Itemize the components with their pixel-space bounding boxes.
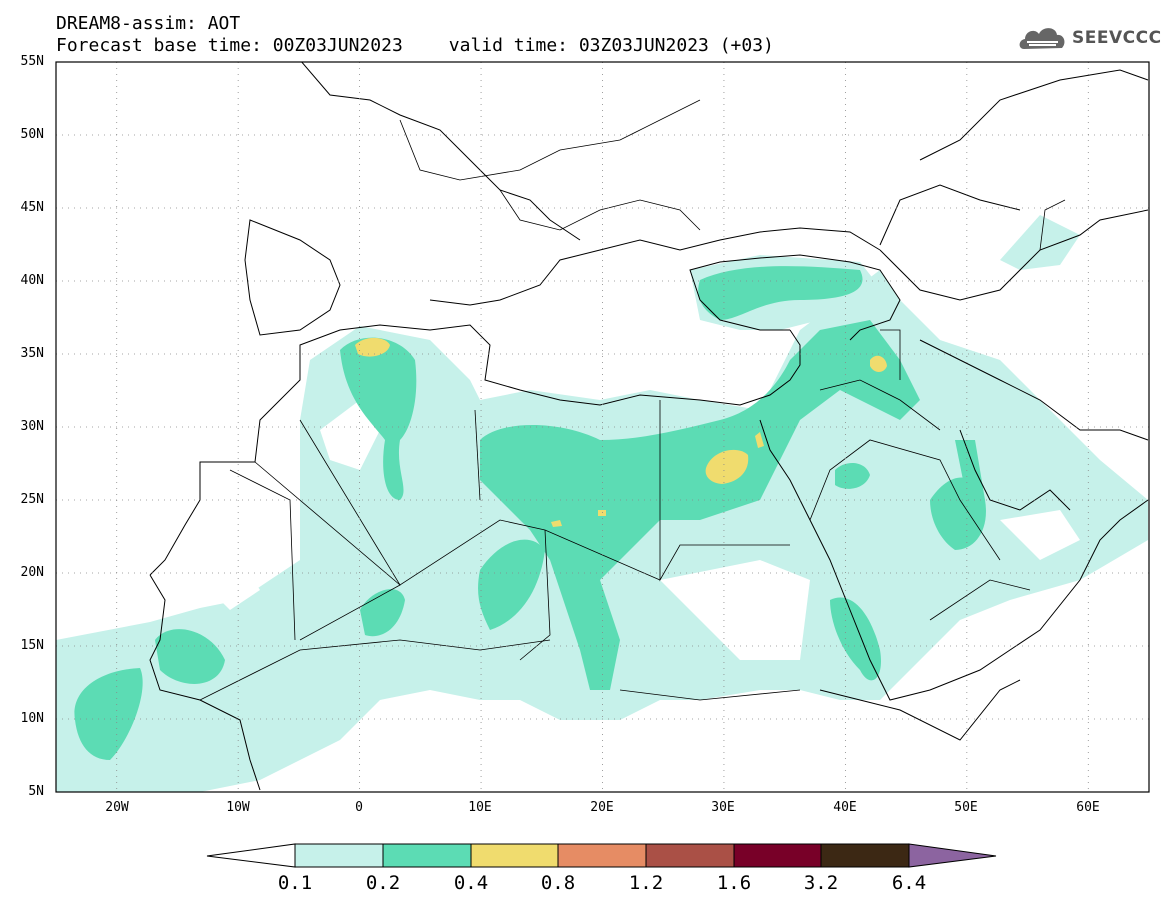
colorbar-high-arrow xyxy=(908,843,997,868)
lon-label: 10W xyxy=(226,800,250,815)
colorbar-swatch-6 xyxy=(733,843,822,868)
colorbar xyxy=(206,843,997,868)
lat-label: 55N xyxy=(20,54,44,69)
lat-label: 25N xyxy=(20,492,44,507)
base-time: Forecast base time: 00Z03JUN2023 xyxy=(56,35,403,56)
lat-label: 40N xyxy=(20,273,44,288)
valid-time: valid time: 03Z03JUN2023 (+03) xyxy=(448,35,774,56)
lat-label: 10N xyxy=(20,711,44,726)
lon-label: 50E xyxy=(954,800,978,815)
colorbar-swatch-5 xyxy=(645,843,735,868)
colorbar-swatch-3 xyxy=(470,843,559,868)
colorbar-swatch-2 xyxy=(382,843,472,868)
colorbar-label: 6.4 xyxy=(891,872,927,894)
map-title: DREAM8-assim: AOT xyxy=(56,13,241,34)
colorbar-label: 1.2 xyxy=(628,872,664,894)
coastlines xyxy=(149,62,1149,791)
map-frame xyxy=(55,61,1150,793)
lon-label: 20W xyxy=(105,800,129,815)
lon-label: 0 xyxy=(355,800,363,815)
colorbar-low-arrow xyxy=(206,843,296,868)
colorbar-label: 1.6 xyxy=(716,872,752,894)
lon-label: 60E xyxy=(1076,800,1100,815)
lat-label: 5N xyxy=(28,784,44,799)
logo-text: SEEVCCC xyxy=(1072,28,1162,48)
colorbar-swatch-7 xyxy=(820,843,910,868)
lat-label: 50N xyxy=(20,127,44,142)
lat-label: 45N xyxy=(20,200,44,215)
lat-label: 20N xyxy=(20,565,44,580)
seevccc-logo: SEEVCCC xyxy=(1018,22,1162,54)
country-borders xyxy=(199,99,1066,701)
aot-clear-patches xyxy=(200,400,1080,660)
lon-label: 10E xyxy=(468,800,492,815)
colorbar-swatch-4 xyxy=(557,843,647,868)
time-info: Forecast base time: 00Z03JUN2023 valid ti… xyxy=(56,36,774,56)
aot-medium-field xyxy=(74,266,986,760)
lon-label: 30E xyxy=(711,800,735,815)
colorbar-label: 0.1 xyxy=(277,872,313,894)
colorbar-label: 3.2 xyxy=(803,872,839,894)
lon-label: 20E xyxy=(590,800,614,815)
lat-label: 35N xyxy=(20,346,44,361)
colorbar-label: 0.2 xyxy=(365,872,401,894)
lat-label: 30N xyxy=(20,419,44,434)
colorbar-swatch-1 xyxy=(294,843,384,868)
colorbar-label: 0.8 xyxy=(540,872,576,894)
aot-high-field xyxy=(355,337,887,527)
lat-label: 15N xyxy=(20,638,44,653)
colorbar-label: 0.4 xyxy=(453,872,489,894)
cloud-icon xyxy=(1019,28,1065,49)
lon-label: 40E xyxy=(833,800,857,815)
graticule xyxy=(56,62,1149,792)
